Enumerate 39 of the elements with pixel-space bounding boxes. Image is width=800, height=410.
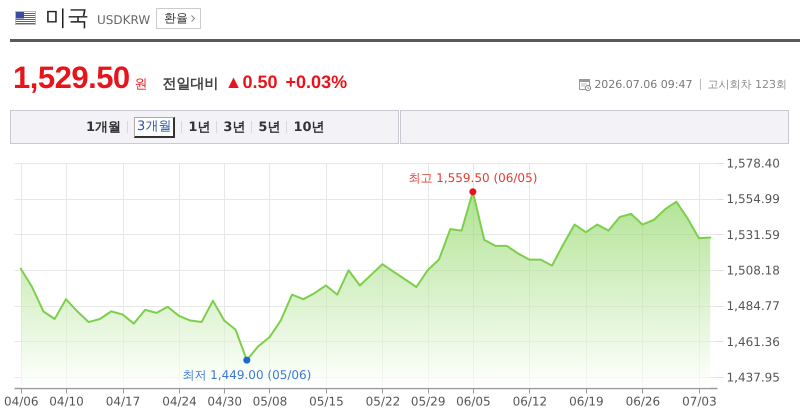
text: 3년	[223, 119, 246, 136]
x-tick-label: 05/29	[410, 394, 446, 408]
x-tick-label: 05/15	[309, 394, 344, 408]
x-tick-label: 06/19	[569, 394, 604, 408]
chart-title: 미국	[45, 5, 89, 33]
text: 5년	[258, 119, 280, 136]
y-tick-label: 1,437.95	[726, 370, 780, 384]
x-tick-label: 04/30	[207, 394, 242, 408]
y-tick-label: 1,461.36	[726, 334, 780, 349]
text: 원	[134, 76, 148, 93]
text: 10년	[293, 119, 325, 136]
text: 3개월	[134, 116, 176, 138]
text: 고시회차 123회	[700, 78, 787, 91]
y-tick-label: 1,508.18	[726, 263, 780, 278]
y-tick-label: 1,554.99	[726, 192, 780, 206]
text: ▲0.50	[224, 72, 278, 93]
text: 1,529.50	[13, 60, 130, 96]
text: 1년	[188, 119, 210, 136]
annotation: 최저 1,449.00 (05/06)	[182, 368, 312, 382]
y-tick-label: 1,531.59	[726, 228, 780, 242]
text: 전일대비	[162, 75, 219, 93]
x-tick-label: 04/24	[162, 394, 197, 408]
x-tick-label: 05/08	[252, 394, 288, 408]
x-tick-label: 06/05	[456, 394, 491, 408]
annotation: 최고 1,559.50 (06/05)	[408, 170, 538, 185]
x-tick-label: 07/03	[682, 394, 717, 408]
y-tick-label: 1,484.77	[726, 299, 780, 314]
x-tick-label: 06/26	[626, 394, 660, 408]
x-tick-label: 04/10	[49, 394, 84, 408]
button: 환율	[156, 8, 202, 28]
x-tick-label: 06/12	[512, 394, 548, 408]
chart-subtitle: USDKRW	[97, 12, 150, 26]
x-tick-label: 05/22	[366, 394, 400, 408]
x-tick-label: 04/06	[4, 394, 39, 408]
text: 2026.07.06 09:47	[594, 78, 692, 91]
text: 1개월	[86, 119, 122, 136]
text: +0.03%	[286, 72, 348, 93]
y-tick-label: 1,578.40	[726, 156, 780, 170]
x-tick-label: 04/17	[106, 394, 140, 408]
